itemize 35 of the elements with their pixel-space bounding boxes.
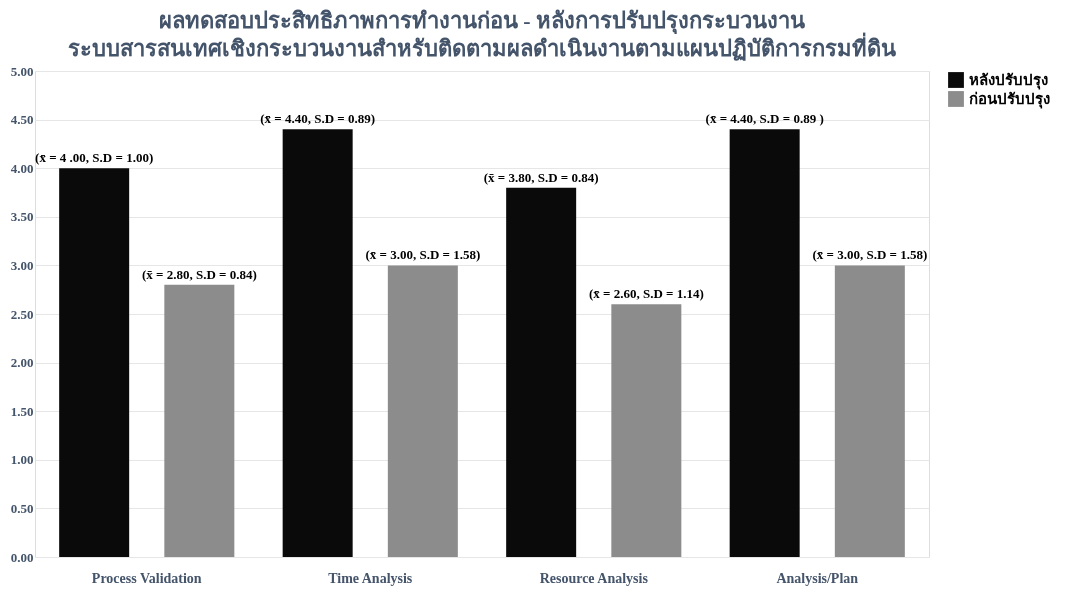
data-label: (x̄ = 3.80, S.D = 0.84)	[483, 169, 599, 185]
y-tick-label: 3.00	[10, 257, 34, 273]
chart-subtitle: ระบบสารสนเทศเชิงกระบวนงานสำหรับติดตามผลดำเนินงานตามแผนปฏิบัติการกรมที่ดิน	[68, 32, 896, 61]
data-label: (x̄ = 4 .00, S.D = 1.00)	[35, 150, 154, 166]
bar	[282, 129, 353, 557]
data-label: (x̄ = 3.00, S.D = 1.58)	[812, 247, 928, 263]
data-label: (x̄ = 3.00, S.D = 1.58)	[365, 247, 481, 263]
y-tick-label: 4.00	[10, 160, 34, 176]
y-tick-label: 4.50	[10, 112, 34, 128]
y-tick-label: 1.50	[10, 403, 34, 419]
bar	[59, 168, 130, 557]
y-tick-label: 2.50	[10, 306, 34, 322]
y-tick-label: 0.50	[10, 500, 34, 516]
x-tick-label: Resource Analysis	[539, 570, 649, 586]
y-tick-label: 3.50	[10, 209, 34, 225]
data-label: (x̄ = 4.40, S.D = 0.89 )	[705, 111, 824, 127]
bar	[164, 284, 235, 557]
data-label: (x̄ = 2.80, S.D = 0.84)	[141, 266, 257, 282]
bar	[834, 265, 905, 557]
x-tick-label: Process Validation	[91, 570, 202, 586]
data-label: (x̄ = 4.40, S.D = 0.89)	[260, 111, 376, 127]
chart-title: ผลทดสอบประสิทธิภาพการทำงานก่อน - หลังการปรับปรุงกระบวนงาน	[158, 8, 806, 35]
x-tick-label: Time Analysis	[328, 570, 413, 586]
legend-label: ก่อนปรับปรุง	[969, 91, 1050, 109]
bar	[611, 304, 682, 557]
y-tick-label: 0.00	[10, 549, 34, 565]
y-tick-label: 2.00	[10, 355, 34, 371]
bar	[387, 265, 458, 557]
legend-label: หลังปรับปรุง	[969, 72, 1048, 90]
bar	[506, 187, 577, 557]
x-tick-label: Analysis/Plan	[776, 570, 859, 586]
data-label: (x̄ = 2.60, S.D = 1.14)	[588, 286, 704, 302]
y-tick-label: 1.00	[10, 452, 34, 468]
y-tick-label: 5.00	[10, 63, 34, 79]
bar	[729, 129, 800, 557]
